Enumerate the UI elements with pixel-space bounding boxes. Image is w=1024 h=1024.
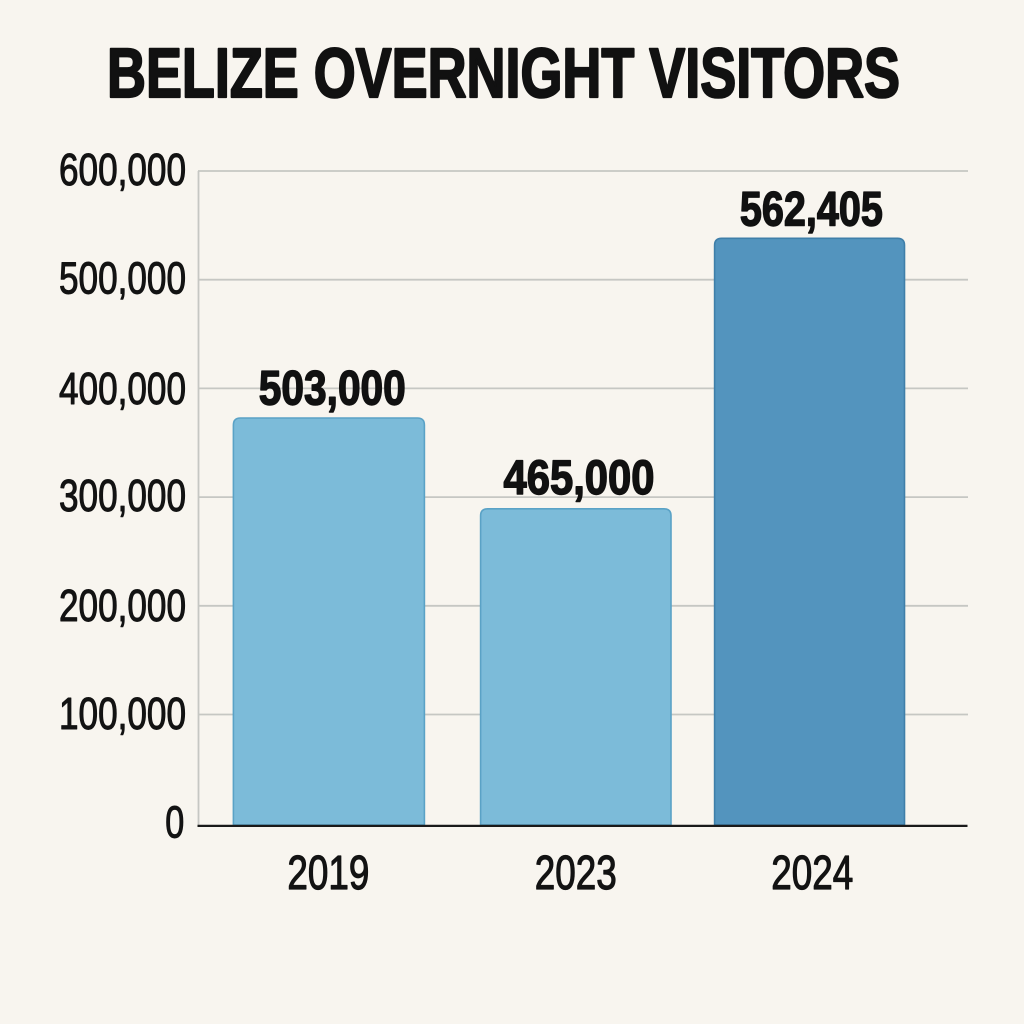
svg-text:2019: 2019 xyxy=(287,847,369,900)
svg-text:2024: 2024 xyxy=(771,847,853,900)
svg-text:100,000: 100,000 xyxy=(59,688,186,739)
svg-text:500,000: 500,000 xyxy=(59,253,186,304)
svg-text:503,000: 503,000 xyxy=(259,362,406,416)
svg-text:465,000: 465,000 xyxy=(504,451,655,505)
svg-text:200,000: 200,000 xyxy=(59,580,186,631)
svg-text:BELIZE OVERNIGHT VISITORS: BELIZE OVERNIGHT VISITORS xyxy=(107,34,900,112)
svg-text:562,405: 562,405 xyxy=(740,183,883,237)
svg-text:300,000: 300,000 xyxy=(59,470,186,521)
svg-text:400,000: 400,000 xyxy=(59,363,186,414)
svg-text:2023: 2023 xyxy=(535,847,617,900)
svg-text:600,000: 600,000 xyxy=(59,144,186,195)
svg-text:0: 0 xyxy=(165,796,184,847)
